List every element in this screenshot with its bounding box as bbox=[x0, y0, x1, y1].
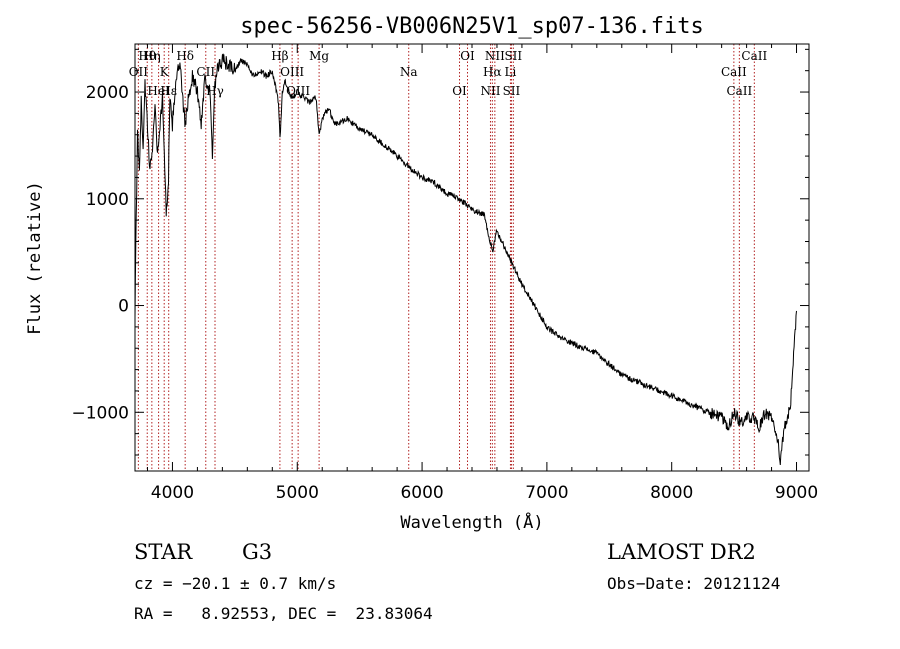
object-subclass: G3 bbox=[242, 540, 273, 564]
axis-ticks: 4000 5000 6000 7000 8000 9000 −1000 0 1000 2000 bbox=[71, 44, 818, 503]
plot-frame bbox=[134, 43, 810, 472]
emission-line-label: CaII bbox=[741, 49, 767, 63]
obs-date: Obs−Date: 20121124 bbox=[607, 574, 781, 593]
emission-line-label: SII bbox=[504, 49, 522, 63]
x-tick-label: 9000 bbox=[775, 483, 818, 503]
spectrum-line bbox=[134, 53, 797, 466]
x-axis-label: Wavelength (Å) bbox=[400, 511, 543, 533]
chart-title: spec-56256-VB006N25V1_sp07-136.fits bbox=[240, 14, 704, 39]
emission-line-label: SII bbox=[503, 84, 521, 98]
x-tick-label: 5000 bbox=[276, 483, 319, 503]
emission-line-label: OII bbox=[129, 65, 149, 79]
ra-dec-coords: RA = 8.92553, DEC = 23.83064 bbox=[134, 604, 433, 623]
x-tick-label: 7000 bbox=[525, 483, 568, 503]
emission-line-label: Hβ bbox=[271, 49, 288, 63]
emission-line-label: Hθ bbox=[138, 49, 156, 63]
y-tick-label: 1000 bbox=[86, 190, 129, 210]
object-class: STAR bbox=[134, 540, 193, 564]
y-tick-label: 2000 bbox=[86, 83, 129, 103]
y-tick-label: 0 bbox=[118, 297, 129, 317]
emission-line-label: Hδ bbox=[176, 49, 194, 63]
emission-line-label: Li bbox=[505, 65, 517, 79]
y-tick-label: −1000 bbox=[71, 403, 129, 423]
emission-line-label: OI bbox=[460, 49, 475, 63]
x-tick-label: 4000 bbox=[151, 483, 194, 503]
emission-line-labels: HθOIIHeIHηKHεHδCIIHγHβOIIIOIIIMgNaOIOIHα… bbox=[129, 49, 768, 98]
emission-line-label: K bbox=[160, 65, 170, 79]
emission-line-label: HeI bbox=[147, 84, 170, 98]
survey-name: LAMOST DR2 bbox=[607, 540, 756, 564]
emission-line-label: OIII bbox=[280, 65, 304, 79]
emission-line-label: CII bbox=[196, 65, 215, 79]
emission-line-label: NII bbox=[485, 49, 505, 63]
emission-line-label: Hη bbox=[143, 49, 161, 63]
emission-line-label: Hα bbox=[483, 65, 502, 79]
emission-line-label: Na bbox=[400, 65, 418, 79]
emission-line-label: CaII bbox=[721, 65, 747, 79]
emission-line-label: OI bbox=[452, 84, 467, 98]
emission-line-label: Mg bbox=[309, 49, 329, 63]
y-axis-label: Flux (relative) bbox=[25, 181, 45, 335]
x-tick-label: 8000 bbox=[650, 483, 693, 503]
emission-line-label: CaII bbox=[726, 84, 752, 98]
emission-lines bbox=[137, 44, 755, 471]
emission-line-label: Hε bbox=[160, 84, 177, 98]
emission-line-label: NII bbox=[480, 84, 500, 98]
redshift-cz: cz = −20.1 ± 0.7 km/s bbox=[134, 574, 337, 593]
x-tick-label: 6000 bbox=[400, 483, 443, 503]
